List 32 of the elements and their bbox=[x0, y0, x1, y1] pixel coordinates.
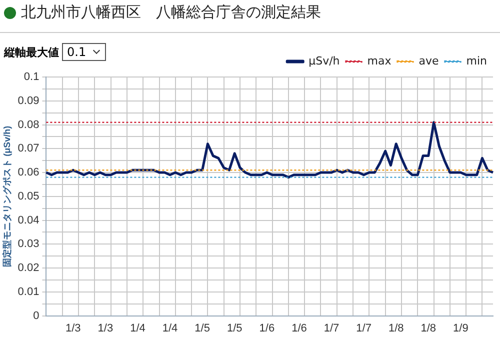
y-tick-label: 0.06 bbox=[18, 166, 40, 179]
y-tick-label: 0.04 bbox=[18, 214, 40, 226]
x-tick-label: 1/5 bbox=[194, 322, 210, 334]
text: 縦軸最大値 bbox=[4, 44, 59, 60]
x-tick-label: 1/5 bbox=[226, 322, 242, 334]
legend-label: min bbox=[466, 54, 488, 68]
y-axis-title: 固定型モニタリングポスト (μSv/h) bbox=[2, 126, 12, 267]
chart-title: 北九州市八幡西区 八幡総合庁舎の測定結果 bbox=[21, 3, 321, 22]
y-tick-label: 0 bbox=[33, 310, 40, 322]
text: 0.1 bbox=[67, 45, 86, 59]
y-tick-label: 0.1 bbox=[24, 71, 40, 84]
x-tick-label: 1/3 bbox=[98, 322, 114, 334]
x-tick-label: 1/8 bbox=[420, 322, 436, 334]
legend-label: μSv/h bbox=[308, 54, 340, 68]
y-tick-label: 0.05 bbox=[18, 190, 40, 202]
legend-label: ave bbox=[418, 54, 439, 68]
x-tick-label: 1/4 bbox=[130, 322, 146, 334]
y-tick-label: 0.02 bbox=[18, 262, 40, 274]
y-tick-label: 0.01 bbox=[18, 286, 40, 298]
y-tick-label: 0.08 bbox=[18, 118, 40, 131]
x-tick-label: 1/9 bbox=[453, 322, 468, 334]
x-tick-label: 1/7 bbox=[356, 322, 372, 334]
y-tick-label: 0.07 bbox=[18, 142, 40, 155]
x-tick-label: 1/3 bbox=[65, 322, 81, 334]
x-tick-label: 1/6 bbox=[292, 322, 307, 334]
x-tick-label: 1/6 bbox=[259, 322, 275, 334]
x-tick-label: 1/7 bbox=[324, 322, 340, 334]
x-tick-label: 1/8 bbox=[388, 322, 404, 334]
legend-label: max bbox=[367, 54, 392, 68]
y-tick-label: 0.03 bbox=[18, 238, 40, 250]
x-tick-label: 1/4 bbox=[162, 322, 178, 334]
y-tick-label: 0.09 bbox=[18, 94, 40, 107]
